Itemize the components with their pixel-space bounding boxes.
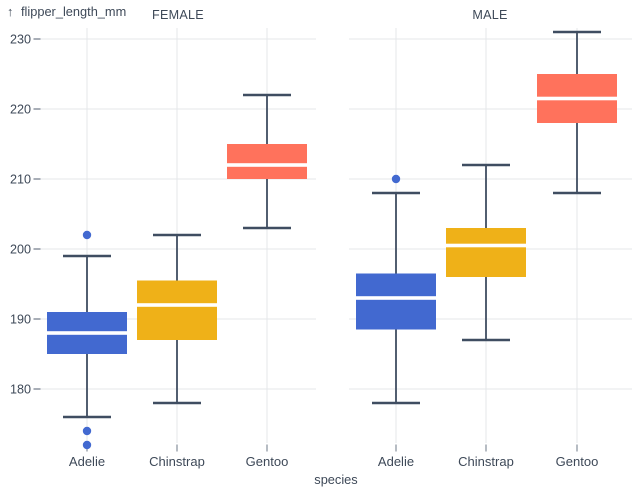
x-axis-title: species	[314, 472, 357, 487]
x-tick-label: Gentoo	[246, 454, 289, 469]
outlier-dot-adelie-female	[82, 230, 92, 240]
median-line-chinstrap-female	[137, 303, 217, 307]
box-rect-gentoo-female	[227, 144, 307, 179]
x-tick-label: Adelie	[378, 454, 414, 469]
box-rect-chinstrap-male	[446, 228, 526, 277]
median-line-adelie-female	[47, 331, 127, 335]
x-tick-label: Gentoo	[556, 454, 599, 469]
median-line-chinstrap-male	[446, 243, 526, 248]
outlier-dot-adelie-female	[82, 440, 92, 450]
x-tick-label: Adelie	[69, 454, 105, 469]
outlier-dot-adelie-female	[82, 426, 92, 436]
median-line-gentoo-male	[537, 96, 617, 101]
y-tick-label: 220	[10, 102, 31, 116]
y-tick-label: 190	[10, 312, 31, 326]
label-layer: ↑ flipper_length_mm FEMALE MALE species	[7, 4, 507, 487]
x-tick-label: Chinstrap	[149, 454, 205, 469]
median-line-gentoo-female	[227, 163, 307, 167]
y-tick-label: 200	[10, 242, 31, 256]
box-rect-chinstrap-female	[137, 280, 217, 340]
y-axis-label-text: flipper_length_mm	[21, 4, 126, 19]
box-rect-adelie-male	[356, 273, 436, 330]
y-tick-label: 180	[10, 382, 31, 396]
facet-title-female: FEMALE	[152, 8, 204, 22]
facet-title-male: MALE	[472, 8, 507, 22]
y-tick-label: 230	[10, 32, 31, 46]
x-tick-label: Chinstrap	[458, 454, 514, 469]
axis-layer: Adelie Chinstrap Gentoo Adelie Chinstrap Gent…	[10, 32, 598, 469]
y-axis-label: ↑ flipper_length_mm	[7, 4, 126, 19]
median-line-adelie-male	[356, 296, 436, 300]
marks-layer	[47, 30, 617, 450]
y-tick-label: 210	[10, 172, 31, 186]
outlier-dot-adelie-male	[391, 174, 401, 184]
up-arrow-icon: ↑	[7, 4, 13, 19]
